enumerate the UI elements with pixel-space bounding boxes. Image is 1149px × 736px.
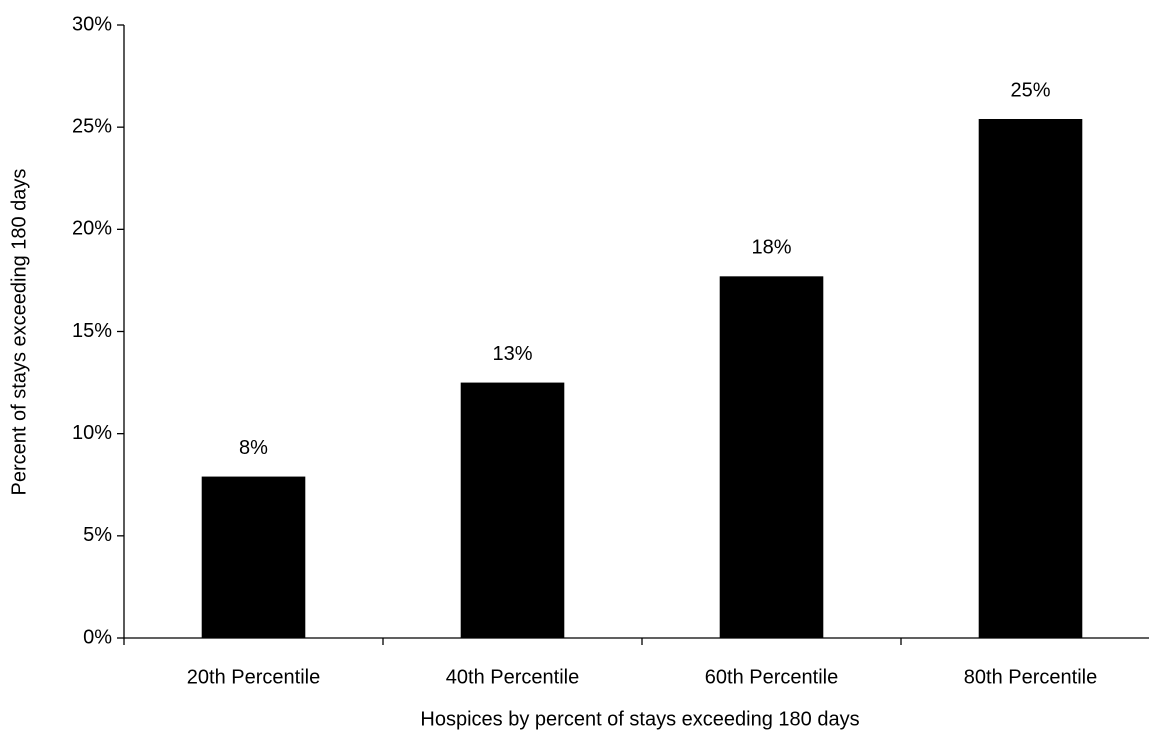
bar	[460, 382, 565, 638]
x-axis-label: Hospices by percent of stays exceeding 1…	[420, 708, 859, 730]
x-tick-label: 40th Percentile	[446, 666, 579, 688]
value-label: 18%	[751, 237, 791, 259]
y-tick-label: 0%	[83, 626, 112, 648]
value-label: 25%	[1010, 79, 1050, 101]
y-tick-label: 15%	[72, 320, 112, 342]
y-axis-label: Percent of stays exceeding 180 days	[8, 169, 30, 496]
y-tick-label: 20%	[72, 218, 112, 240]
value-label: 13%	[492, 343, 532, 365]
bar	[201, 476, 306, 638]
x-tick-label: 80th Percentile	[964, 666, 1097, 688]
y-tick-label: 5%	[83, 524, 112, 546]
value-label: 8%	[239, 437, 268, 459]
y-tick-label: 30%	[72, 13, 112, 35]
y-tick-label: 25%	[72, 115, 112, 137]
y-tick-label: 10%	[72, 422, 112, 444]
bar	[719, 276, 824, 638]
x-tick-label: 60th Percentile	[705, 666, 838, 688]
bar	[978, 118, 1083, 638]
x-tick-label: 20th Percentile	[187, 666, 320, 688]
